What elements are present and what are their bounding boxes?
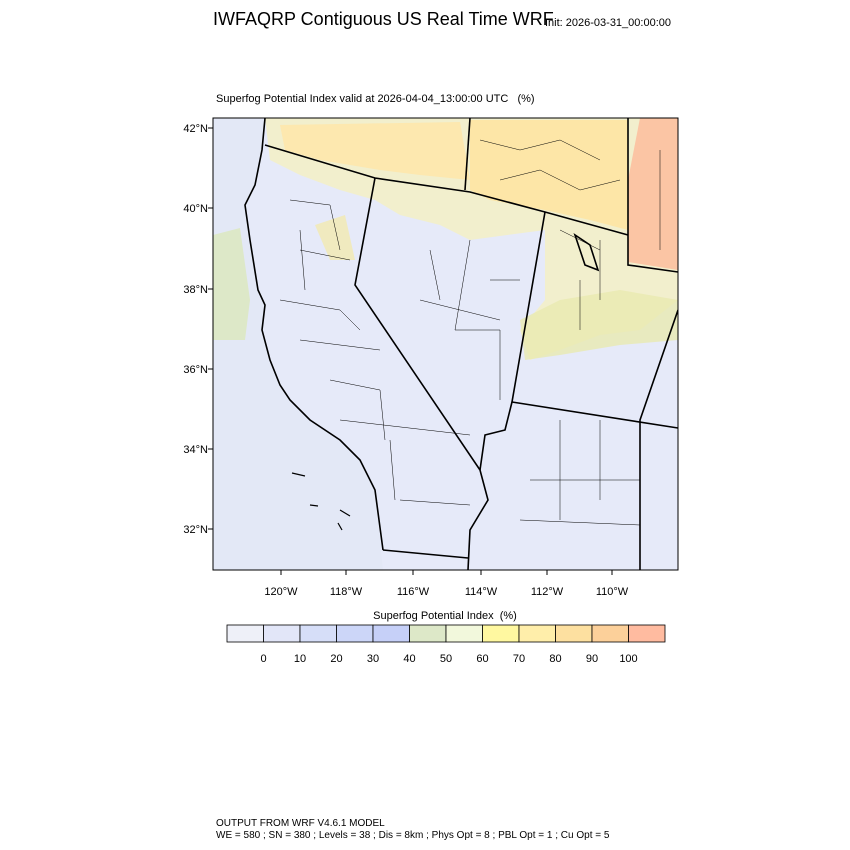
lat-label: 42°N xyxy=(183,123,208,135)
lat-label: 36°N xyxy=(183,364,208,376)
colorbar-label: 60 xyxy=(476,653,488,665)
colorbar: Superfog Potential Index (%) 0 10 20 30 40 50… xyxy=(226,610,666,665)
colorbar-label: 0 xyxy=(260,653,266,665)
county-lines xyxy=(279,139,661,526)
colorbar-label: 80 xyxy=(549,653,561,665)
colorbar-label: 40 xyxy=(403,653,415,665)
lat-label: 40°N xyxy=(183,203,208,215)
map xyxy=(212,117,679,571)
footer-line: WE = 580 ; SN = 380 ; Levels = 38 ; Dis … xyxy=(216,830,610,841)
colorbar-box xyxy=(591,624,629,643)
colorbar-box xyxy=(445,624,483,643)
colorbar-label: 10 xyxy=(294,653,306,665)
colorbar-box xyxy=(263,624,301,643)
init-time: Init: 2026-03-31_00:00:00 xyxy=(545,17,671,29)
colorbar-box xyxy=(409,624,447,643)
map-frame xyxy=(212,117,679,571)
fog-patch xyxy=(280,122,470,180)
fog-patch xyxy=(213,228,250,340)
colorbar-box xyxy=(518,624,556,643)
lat-label: 32°N xyxy=(183,524,208,536)
lon-label: 110°W xyxy=(596,586,629,598)
fog-patch xyxy=(628,118,678,270)
colorbar-box xyxy=(555,624,593,643)
lon-label: 116°W xyxy=(397,586,430,598)
lat-label: 38°N xyxy=(183,284,208,296)
footer-line: OUTPUT FROM WRF V4.6.1 MODEL xyxy=(216,818,385,829)
colorbar-label: 20 xyxy=(330,653,342,665)
islands xyxy=(291,472,351,531)
colorbar-box xyxy=(226,624,264,643)
colorbar-label: 70 xyxy=(513,653,525,665)
axis-labels: 42°N 40°N 38°N 36°N 34°N 32°N 120°W 118°W 116°W 1… xyxy=(183,123,628,598)
state-borders xyxy=(244,118,678,570)
lon-label: 120°W xyxy=(264,586,298,598)
title: IWFAQRP Contiguous US Real Time WRF xyxy=(213,9,554,29)
ocean xyxy=(213,118,383,570)
colorbar-label: 90 xyxy=(586,653,598,665)
colorbar-box xyxy=(372,624,410,643)
colorbar-title: Superfog Potential Index (%) xyxy=(373,610,517,622)
colorbar-box xyxy=(336,624,374,643)
colorbar-box xyxy=(482,624,520,643)
colorbar-label: 30 xyxy=(367,653,379,665)
lat-label: 34°N xyxy=(183,444,208,456)
lon-label: 118°W xyxy=(330,586,363,598)
colorbar-box xyxy=(299,624,337,643)
lon-label: 112°W xyxy=(531,586,564,598)
colorbar-box xyxy=(628,624,666,643)
lon-label: 114°W xyxy=(465,586,498,598)
colorbar-label: 50 xyxy=(440,653,452,665)
fog-patch xyxy=(520,290,678,360)
fog-patch xyxy=(315,215,355,260)
subtitle: Superfog Potential Index valid at 2026-0… xyxy=(216,93,535,105)
colorbar-label: 100 xyxy=(619,653,637,665)
